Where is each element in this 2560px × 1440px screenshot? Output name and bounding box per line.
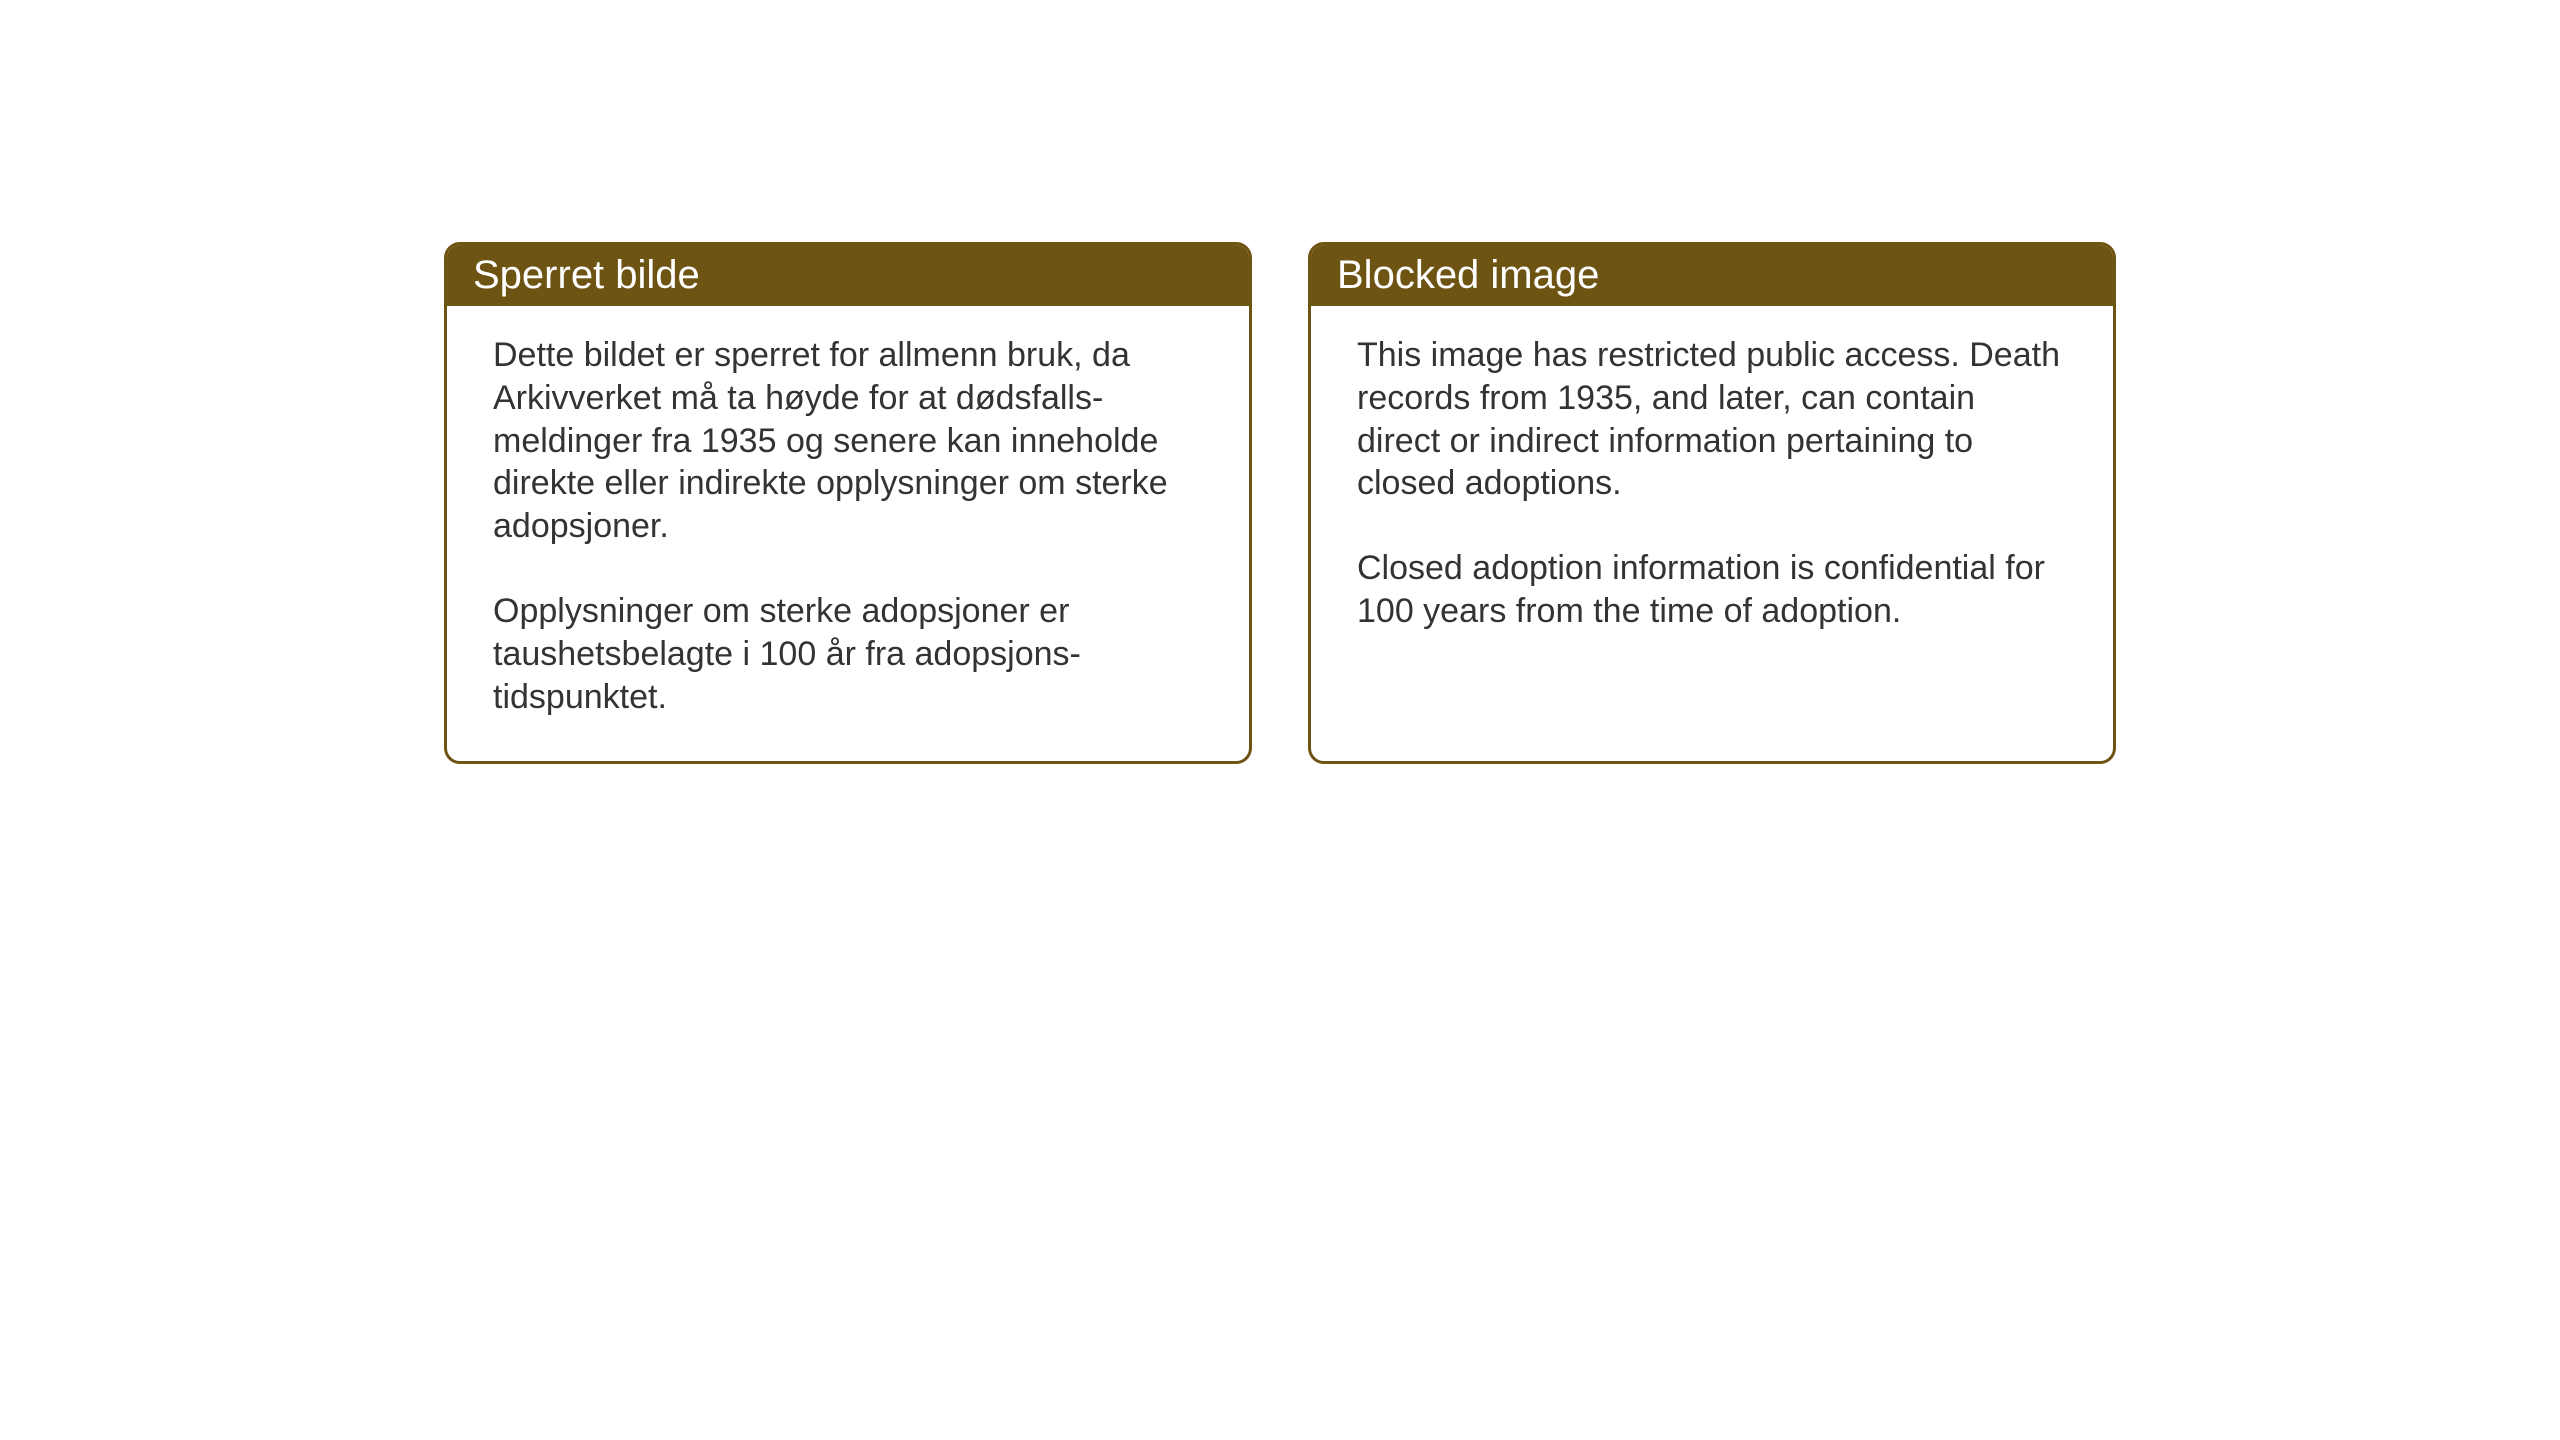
- norwegian-paragraph-1: Dette bildet er sperret for allmenn bruk…: [493, 334, 1203, 548]
- english-paragraph-1: This image has restricted public access.…: [1357, 334, 2067, 505]
- norwegian-card-title: Sperret bilde: [447, 245, 1249, 306]
- notice-cards-container: Sperret bilde Dette bildet er sperret fo…: [444, 242, 2116, 764]
- english-card-title: Blocked image: [1311, 245, 2113, 306]
- norwegian-paragraph-2: Opplysninger om sterke adopsjoner er tau…: [493, 590, 1203, 718]
- english-card-body: This image has restricted public access.…: [1311, 306, 2113, 675]
- norwegian-notice-card: Sperret bilde Dette bildet er sperret fo…: [444, 242, 1252, 764]
- norwegian-card-body: Dette bildet er sperret for allmenn bruk…: [447, 306, 1249, 761]
- english-notice-card: Blocked image This image has restricted …: [1308, 242, 2116, 764]
- english-paragraph-2: Closed adoption information is confident…: [1357, 547, 2067, 633]
